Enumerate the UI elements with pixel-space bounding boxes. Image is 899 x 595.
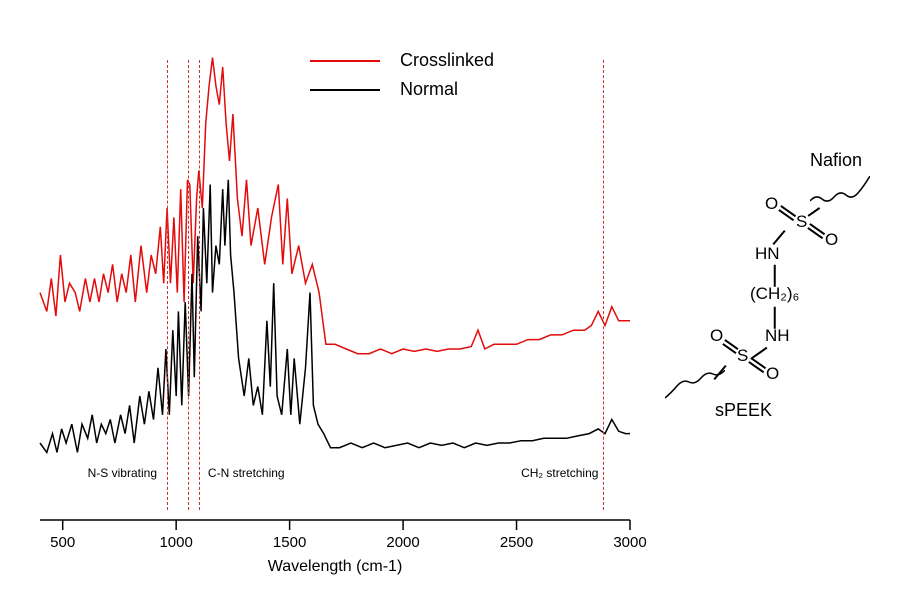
legend-item-normal: Normal <box>310 79 494 100</box>
reference-line <box>188 60 189 510</box>
reference-line <box>199 60 200 510</box>
annotation-label: N-S vibrating <box>88 466 157 480</box>
x-ticks <box>63 520 630 530</box>
legend-item-crosslinked: Crosslinked <box>310 50 494 71</box>
atom-O: O <box>710 326 723 346</box>
group-CH2: (CH₂)₆ <box>750 284 799 304</box>
molecule-diagram: Nafion O O S HN (CH₂)₆ NH O O S <box>670 160 880 490</box>
x-tick-label: 1500 <box>273 534 306 551</box>
wavy-bond-bottom <box>665 370 725 400</box>
molecule-label-speek: sPEEK <box>715 400 772 421</box>
atom-S: S <box>796 212 807 232</box>
legend-label-normal: Normal <box>400 79 458 100</box>
x-tick-label: 500 <box>50 534 75 551</box>
atom-NH: NH <box>765 326 790 346</box>
series-normal <box>40 180 630 453</box>
bond <box>752 347 768 359</box>
legend: Crosslinked Normal <box>310 50 494 108</box>
atom-S: S <box>737 346 748 366</box>
x-tick-label: 1000 <box>159 534 192 551</box>
x-tick-label: 3000 <box>613 534 646 551</box>
bond <box>773 230 786 245</box>
x-tick-label: 2000 <box>386 534 419 551</box>
atom-O: O <box>766 364 779 384</box>
atom-HN: HN <box>755 244 780 264</box>
legend-label-crosslinked: Crosslinked <box>400 50 494 71</box>
reference-line <box>167 60 168 510</box>
x-axis-label: Wavelength (cm-1) <box>40 558 630 576</box>
annotation-label: CH₂ stretching <box>521 466 598 480</box>
molecule-label-nafion: Nafion <box>810 150 862 171</box>
bond <box>808 207 820 216</box>
legend-swatch-crosslinked <box>310 60 380 62</box>
annotation-label: C-N stretching <box>208 466 285 480</box>
legend-swatch-normal <box>310 89 380 91</box>
figure: 500 1000 1500 2000 2500 3000 Wavelength (cm-1… <box>0 0 899 595</box>
wavy-bond-top <box>810 176 870 206</box>
reference-line <box>603 60 604 510</box>
atom-O: O <box>765 194 778 214</box>
x-tick-label: 2500 <box>500 534 533 551</box>
atom-O: O <box>825 230 838 250</box>
